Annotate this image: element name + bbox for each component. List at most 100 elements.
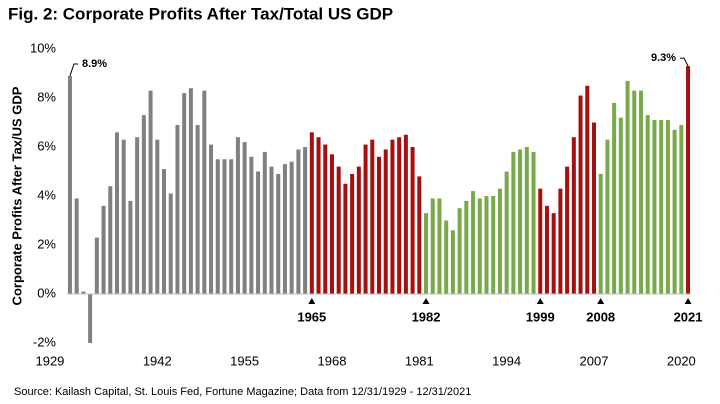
- bar: [276, 173, 281, 294]
- bar: [484, 196, 489, 294]
- bar: [571, 137, 576, 294]
- period-label: 2008: [586, 309, 615, 324]
- bar: [162, 169, 167, 294]
- bar: [464, 200, 469, 294]
- bar: [672, 129, 677, 294]
- bar: [686, 66, 691, 295]
- y-tick-label: 6%: [37, 138, 56, 153]
- bar: [477, 198, 482, 294]
- period-label: 1982: [412, 309, 441, 324]
- bar: [74, 198, 79, 294]
- bar: [128, 200, 133, 294]
- bar: [108, 186, 113, 294]
- bar: [155, 139, 160, 294]
- bar: [430, 198, 435, 294]
- period-label: 1965: [297, 309, 326, 324]
- x-tick-label: 2020: [667, 353, 696, 368]
- bar: [645, 115, 650, 295]
- bar: [444, 220, 449, 294]
- bar: [235, 137, 240, 294]
- x-tick-label: 1929: [35, 353, 64, 368]
- bar: [491, 196, 496, 294]
- bar: [242, 142, 247, 294]
- bar: [652, 120, 657, 294]
- label-leader: [680, 57, 689, 67]
- bar: [222, 159, 227, 294]
- bar: [182, 93, 187, 294]
- bar: [471, 191, 476, 294]
- y-tick-label: 10%: [30, 40, 56, 55]
- period-marker: [684, 298, 692, 304]
- period-marker: [422, 298, 430, 304]
- bar: [229, 159, 234, 294]
- bar: [195, 124, 200, 294]
- bar: [544, 205, 549, 294]
- bar: [383, 149, 388, 294]
- source-note: Source: Kailash Capital, St. Louis Fed, …: [14, 386, 471, 398]
- bar: [424, 213, 429, 294]
- bar: [551, 213, 556, 294]
- x-tick-label: 1968: [318, 353, 347, 368]
- bar: [101, 205, 106, 294]
- bar: [591, 122, 596, 294]
- bar: [269, 166, 274, 294]
- bar: [350, 173, 355, 294]
- x-tick-label: 1942: [143, 353, 172, 368]
- bar: [598, 173, 603, 294]
- y-tick-label: 0%: [37, 285, 56, 300]
- bar: [390, 139, 395, 294]
- bar: [202, 90, 207, 295]
- bar: [188, 88, 193, 294]
- bar: [565, 166, 570, 294]
- bar: [256, 171, 261, 294]
- bar: [336, 166, 341, 294]
- y-tick-label: 2%: [37, 236, 56, 251]
- y-tick-label: 8%: [37, 89, 56, 104]
- bar: [168, 193, 173, 294]
- x-tick-label: 1994: [492, 353, 521, 368]
- period-label: 2021: [674, 309, 703, 324]
- period-marker: [597, 298, 605, 304]
- y-tick-label: 4%: [37, 187, 56, 202]
- bar: [94, 237, 99, 294]
- x-tick-label: 1981: [405, 353, 434, 368]
- bar: [356, 166, 361, 294]
- bar: [148, 90, 153, 295]
- bar: [639, 90, 644, 295]
- bar: [612, 102, 617, 295]
- bar: [511, 151, 516, 294]
- bar: [450, 230, 455, 294]
- bar: [135, 137, 140, 294]
- bar: [578, 95, 583, 294]
- bar: [316, 137, 321, 294]
- period-marker: [308, 298, 316, 304]
- bar: [524, 147, 529, 294]
- bar: [67, 75, 72, 294]
- y-axis-label: Corporate Profits After Tax/US GDP: [9, 86, 24, 305]
- bar: [215, 159, 220, 294]
- bar: [377, 156, 381, 294]
- bar: [282, 164, 287, 294]
- bar: [121, 139, 126, 294]
- value-label: 9.3%: [651, 52, 676, 64]
- chart-title: Fig. 2: Corporate Profits After Tax/Tota…: [8, 4, 393, 23]
- bar: [538, 188, 543, 294]
- bar: [289, 161, 294, 294]
- bar: [329, 154, 334, 294]
- bar: [175, 124, 180, 294]
- bar: [504, 171, 509, 294]
- bar: [397, 137, 402, 294]
- bar: [659, 120, 664, 294]
- bar: [323, 144, 328, 294]
- period-marker: [536, 298, 544, 304]
- bar: [363, 144, 368, 294]
- bar: [303, 147, 308, 294]
- bar: [618, 117, 623, 294]
- x-tick-label: 2007: [580, 353, 609, 368]
- bar: [518, 149, 523, 294]
- x-tick-label: 1955: [230, 353, 259, 368]
- bar: [679, 124, 684, 294]
- bar: [343, 183, 348, 294]
- period-label: 1999: [526, 309, 555, 324]
- bar: [417, 176, 422, 294]
